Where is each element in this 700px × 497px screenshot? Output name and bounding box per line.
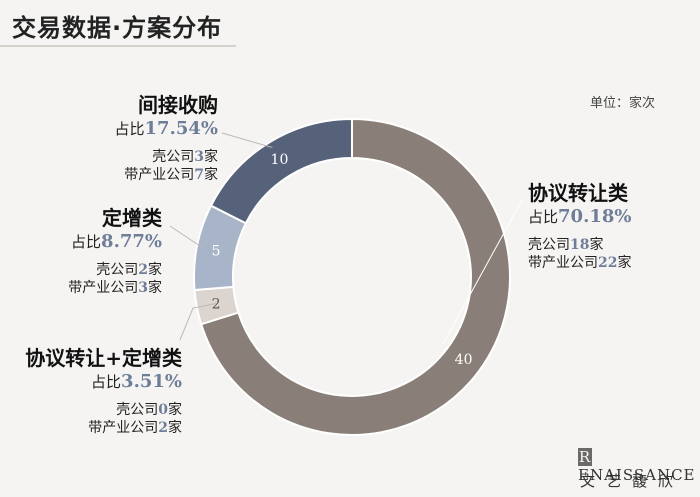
unit-label: 单位：家次 [590, 96, 656, 111]
brand-chinese-name: 文艺馥欣 [580, 472, 685, 490]
industry-count: 带产业公司7家 [124, 167, 218, 183]
page-title: 交易数据·方案分布 [12, 14, 223, 42]
leader-line [179, 303, 217, 341]
category-share: 占比3.51% [91, 371, 182, 392]
slice-value-label: 40 [455, 352, 473, 368]
category-share: 占比70.18% [528, 206, 632, 227]
title-underline [0, 45, 236, 47]
leader-line [442, 199, 523, 345]
donut-slice [209, 117, 353, 225]
industry-count: 带产业公司3家 [68, 280, 162, 296]
label-private-placement: 定增类 占比8.77% 壳公司2家 带产业公司3家 [68, 205, 162, 297]
category-share: 占比17.54% [114, 118, 218, 139]
category-name: 协议转让类 [528, 181, 628, 205]
industry-count: 带产业公司2家 [88, 420, 182, 436]
leader-line [169, 225, 204, 249]
shell-count: 壳公司2家 [96, 262, 162, 278]
category-share: 占比8.77% [71, 231, 162, 252]
slice-value-label: 5 [212, 243, 221, 259]
leader-line [221, 132, 273, 148]
label-transfer-plus-placement: 协议转让+定增类 占比3.51% 壳公司0家 带产业公司2家 [25, 345, 182, 437]
donut-slice [199, 117, 511, 436]
category-name: 间接收购 [138, 93, 218, 117]
shell-count: 壳公司18家 [528, 237, 604, 253]
label-agreement-transfer: 协议转让类 占比70.18% 壳公司18家 带产业公司22家 [528, 180, 631, 272]
label-indirect-acquisition: 间接收购 占比17.54% 壳公司3家 带产业公司7家 [115, 92, 218, 184]
shell-count: 壳公司0家 [116, 402, 182, 418]
category-name: 定增类 [102, 206, 162, 230]
category-name: 协议转让+定增类 [25, 346, 182, 370]
slice-value-label: 2 [212, 297, 221, 313]
slice-value-label: 10 [271, 152, 289, 168]
industry-count: 带产业公司22家 [528, 255, 632, 271]
brand-logo: RENAISSANCE [578, 448, 696, 484]
shell-count: 壳公司3家 [152, 149, 218, 165]
